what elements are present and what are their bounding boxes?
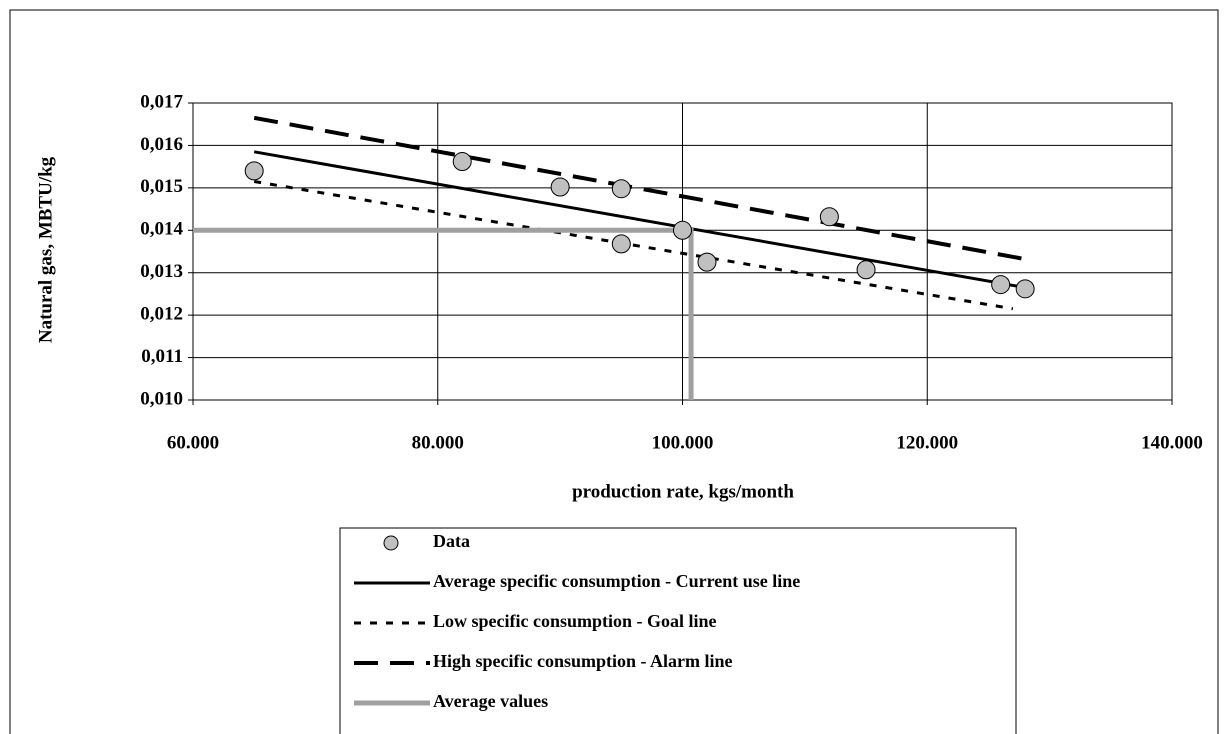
x-tick-label: 140.000 bbox=[1141, 432, 1203, 453]
data-point bbox=[1015, 279, 1035, 299]
data-point bbox=[856, 260, 876, 280]
y-tick-label: 0,011 bbox=[141, 346, 183, 367]
data-point bbox=[452, 152, 472, 172]
ticks: 0,010 0,011 0,012 0,013 0,014 0,015 0,016 0,017… bbox=[140, 91, 1203, 453]
y-tick-label: 0,016 bbox=[140, 134, 183, 155]
legend-swatch bbox=[383, 535, 399, 551]
series-line bbox=[253, 115, 1026, 262]
y-tick-label: 0,017 bbox=[140, 91, 183, 112]
legend-label: Low specific consumption - Goal line bbox=[433, 611, 717, 631]
legend-label: Average specific consumption - Current u… bbox=[433, 571, 800, 591]
legend-items: Data Average specific consumption - Curre… bbox=[354, 531, 800, 711]
series-line bbox=[253, 180, 1014, 311]
x-tick-label: 120.000 bbox=[896, 432, 958, 453]
y-tick-label: 0,012 bbox=[140, 304, 183, 325]
data-point bbox=[991, 275, 1011, 295]
y-tick-label: 0,013 bbox=[140, 261, 183, 282]
y-tick-label: 0,015 bbox=[140, 176, 183, 197]
data-point bbox=[550, 177, 570, 197]
x-axis-label: production rate, kgs/month bbox=[572, 481, 794, 502]
legend-label: Data bbox=[433, 531, 470, 551]
data-point bbox=[673, 220, 692, 240]
data-point bbox=[611, 234, 631, 254]
y-axis-label: Natural gas, MBTU/kg bbox=[35, 156, 56, 343]
x-tick-label: 100.000 bbox=[652, 432, 714, 453]
data-point bbox=[697, 252, 717, 272]
y-tick-label: 0,014 bbox=[140, 219, 183, 240]
y-tick-label: 0,010 bbox=[140, 388, 183, 409]
series-line bbox=[253, 150, 1026, 290]
data-point bbox=[244, 161, 264, 181]
data-point bbox=[819, 207, 839, 227]
marks bbox=[193, 115, 1035, 400]
data-point bbox=[611, 179, 631, 199]
legend-label: Average values bbox=[433, 691, 548, 711]
legend: Data Average specific consumption - Curre… bbox=[339, 527, 1017, 734]
x-tick-label: 80.000 bbox=[412, 432, 464, 453]
legend-label: High specific consumption - Alarm line bbox=[433, 651, 733, 671]
x-tick-label: 60.000 bbox=[167, 432, 219, 453]
legend-box bbox=[339, 527, 1017, 734]
